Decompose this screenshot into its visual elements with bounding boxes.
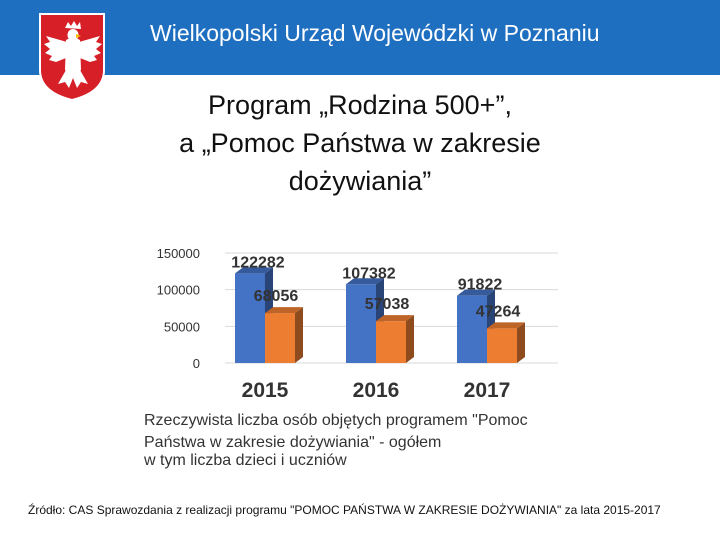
- bar-top-2017-series-2: [487, 322, 525, 329]
- y-tick-label: 100000: [157, 283, 200, 298]
- data-label: 107382: [342, 265, 395, 282]
- bar-top-2015-series-1: [235, 267, 273, 274]
- bar-top-2017-series-1: [457, 289, 495, 296]
- slide-title: Program „Rodzina 500+”, a „Pomoc Państwa…: [110, 86, 610, 200]
- bar-top-2016-series-2: [376, 315, 414, 322]
- data-label: 57038: [365, 296, 410, 313]
- data-label: 47264: [476, 303, 521, 320]
- data-label: 122282: [231, 254, 284, 271]
- y-tick-label: 50000: [164, 319, 200, 334]
- slide-title-line-2: a „Pomoc Państwa w zakresie: [179, 128, 541, 158]
- bar-2015-series-1: [235, 273, 265, 363]
- header-bar: Wielkopolski Urząd Wojewódzki w Poznaniu: [0, 0, 720, 75]
- slide-title-line-1: Program „Rodzina 500+”,: [208, 90, 512, 120]
- header-title: Wielkopolski Urząd Wojewódzki w Poznaniu: [150, 20, 600, 46]
- bar-top-2016-series-1: [346, 278, 384, 285]
- polish-eagle-emblem-icon: [39, 13, 105, 102]
- bar-side-2016-series-2: [406, 315, 414, 363]
- data-label: 91822: [458, 277, 503, 294]
- bar-chart: 0 50000 100000 150000 122282 68056 2015 107382 5…: [143, 246, 558, 469]
- y-tick-label: 0: [193, 356, 200, 371]
- y-tick-label: 150000: [157, 246, 200, 261]
- bar-side-2015-series-2: [295, 307, 303, 363]
- bar-side-2017-series-2: [517, 322, 525, 363]
- x-tick-label: 2016: [353, 379, 400, 402]
- x-tick-label: 2015: [242, 379, 289, 402]
- legend-label-series-1: Rzeczywista liczba osób objętych program…: [144, 412, 528, 451]
- bar-2016-series-2: [376, 321, 406, 363]
- x-tick-label: 2017: [464, 379, 511, 402]
- bar-2016-series-1: [346, 284, 376, 363]
- slide-title-line-3: dożywiania”: [288, 166, 432, 196]
- bar-2017-series-1: [457, 295, 487, 363]
- bar-2017-series-2: [487, 328, 517, 363]
- source-note: Źródło: CAS Sprawozdania z realizacji pr…: [28, 503, 661, 517]
- bar-2015-series-2: [265, 313, 295, 363]
- legend-label-series-2: w tym liczba dzieci i uczniów: [143, 452, 347, 469]
- data-label: 68056: [254, 288, 299, 305]
- bar-top-2015-series-2: [265, 307, 303, 314]
